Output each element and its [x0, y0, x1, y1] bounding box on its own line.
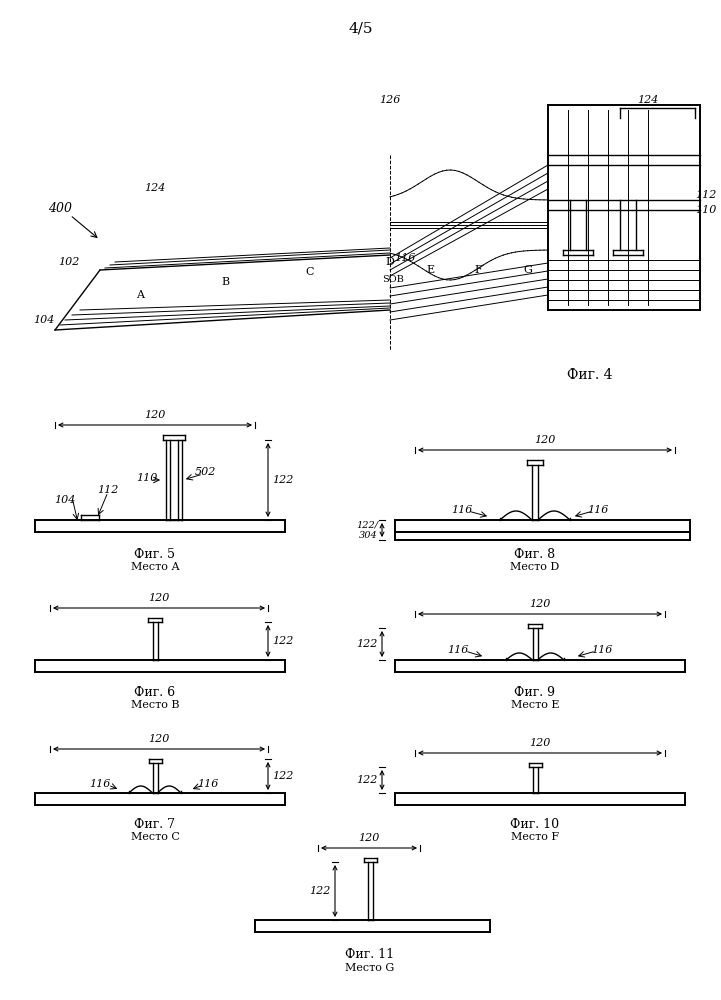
Text: 4/5: 4/5: [349, 21, 373, 35]
Text: 120: 120: [358, 833, 380, 843]
Text: 102: 102: [58, 257, 80, 267]
Text: Место F: Место F: [511, 832, 559, 842]
Text: 122: 122: [309, 886, 331, 896]
Text: 110: 110: [136, 473, 158, 483]
Text: 116: 116: [198, 779, 218, 789]
Text: 116: 116: [588, 505, 609, 515]
Text: Место Е: Место Е: [510, 700, 559, 710]
Text: 122: 122: [272, 636, 293, 646]
Text: Место С: Место С: [131, 832, 180, 842]
Text: 116: 116: [447, 645, 469, 655]
Text: 400: 400: [48, 202, 72, 215]
Text: 116: 116: [451, 505, 473, 515]
Text: Фиг. 6: Фиг. 6: [134, 686, 175, 700]
Text: 122: 122: [272, 771, 293, 781]
Text: 122: 122: [357, 775, 378, 785]
Text: SOB: SOB: [382, 275, 404, 284]
Text: F: F: [474, 265, 482, 275]
Text: 126: 126: [379, 95, 401, 105]
Text: 110: 110: [695, 205, 717, 215]
Text: 124: 124: [144, 183, 166, 193]
Text: 116: 116: [394, 253, 416, 263]
Text: Фиг. 7: Фиг. 7: [135, 818, 175, 832]
Text: 104: 104: [34, 315, 55, 325]
Text: Фиг. 4: Фиг. 4: [567, 368, 613, 382]
Text: 104: 104: [54, 495, 76, 505]
Text: 502: 502: [195, 467, 216, 477]
Text: Фиг. 8: Фиг. 8: [515, 548, 556, 562]
Text: Фиг. 5: Фиг. 5: [135, 548, 175, 562]
Text: 116: 116: [89, 779, 111, 789]
Text: 120: 120: [534, 435, 556, 445]
Text: C: C: [306, 267, 314, 277]
Text: D: D: [386, 257, 394, 267]
Text: 112: 112: [97, 485, 119, 495]
Text: Фиг. 9: Фиг. 9: [515, 686, 555, 700]
Text: 120: 120: [149, 593, 169, 603]
Text: Фиг. 10: Фиг. 10: [510, 818, 559, 832]
Text: E: E: [426, 265, 434, 275]
Text: A: A: [136, 290, 144, 300]
Text: 120: 120: [149, 734, 169, 744]
Text: G: G: [523, 265, 532, 275]
Text: Место В: Место В: [131, 700, 180, 710]
Text: 122: 122: [357, 639, 378, 649]
Text: B: B: [221, 277, 229, 287]
Text: Место D: Место D: [510, 562, 559, 572]
Text: 122: 122: [272, 475, 293, 485]
Text: 112: 112: [695, 190, 717, 200]
Text: Место А: Место А: [131, 562, 180, 572]
Text: 120: 120: [529, 599, 551, 609]
Text: 120: 120: [529, 738, 551, 748]
Text: 120: 120: [144, 410, 166, 420]
Text: Место G: Место G: [345, 963, 394, 973]
Text: Фиг. 11: Фиг. 11: [345, 948, 394, 962]
Text: 124: 124: [637, 95, 659, 105]
Text: 116: 116: [591, 645, 613, 655]
Text: 122/
304: 122/ 304: [356, 520, 378, 540]
